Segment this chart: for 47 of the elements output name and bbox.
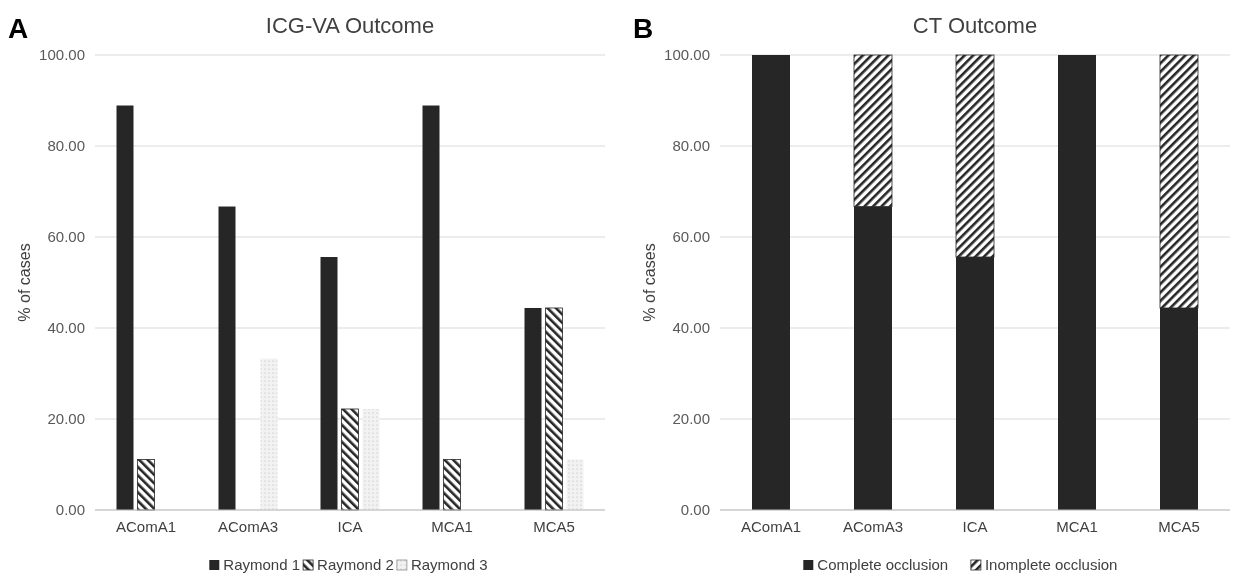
bar [137,459,155,511]
x-tick-label: AComA3 [217,518,279,535]
legend-label: Raymond 1 [223,556,301,573]
y-tick-label: 0.00 [680,501,710,519]
bar [362,408,380,510]
y-tick-label: 20.00 [672,410,710,428]
y-tick-label: 0.00 [55,501,85,519]
bar [443,459,461,511]
x-tick-label: AComA1 [115,518,177,535]
bar [422,105,440,510]
bar [218,206,236,510]
bar [341,408,359,511]
legend-label: Raymond 2 [317,556,394,573]
y-tick-label: 60.00 [47,228,85,246]
text: A [8,13,29,44]
bar [320,257,338,510]
legend-label: Inomplete occlusion [984,556,1118,573]
legend-label: Complete occlusion [817,556,949,573]
chart-title: ICG-VA Outcome [265,13,435,38]
bar [566,459,584,510]
x-tick-label: MCA5 [1158,518,1200,535]
bar [752,55,790,510]
x-tick-label: MCA5 [533,518,575,535]
y-tick-label: 80.00 [672,137,710,155]
y-tick-label: 80.00 [47,137,85,155]
bar [545,307,563,511]
bar [1058,55,1096,510]
y-tick-label: 100.00 [664,46,710,64]
x-tick-label: MCA1 [431,518,473,535]
y-tick-label: 100.00 [39,46,85,64]
y-tick-label: 40.00 [47,319,85,337]
x-tick-label: MCA1 [1056,518,1098,535]
x-tick-label: ICA [337,518,363,535]
legend-label: Raymond 3 [410,556,488,573]
y-tick-label: 60.00 [672,228,710,246]
y-axis-title: % of cases [16,243,33,322]
x-tick-label: ICA [962,518,988,535]
chart-title: CT Outcome [912,13,1038,38]
y-axis-title: % of cases [641,243,658,322]
y-tick-label: 20.00 [47,410,85,428]
text: B [633,13,654,44]
bar [116,105,134,510]
bar [524,307,542,510]
x-tick-label: AComA1 [740,518,802,535]
y-tick-label: 40.00 [672,319,710,337]
x-tick-label: AComA3 [842,518,904,535]
bar [260,358,278,510]
